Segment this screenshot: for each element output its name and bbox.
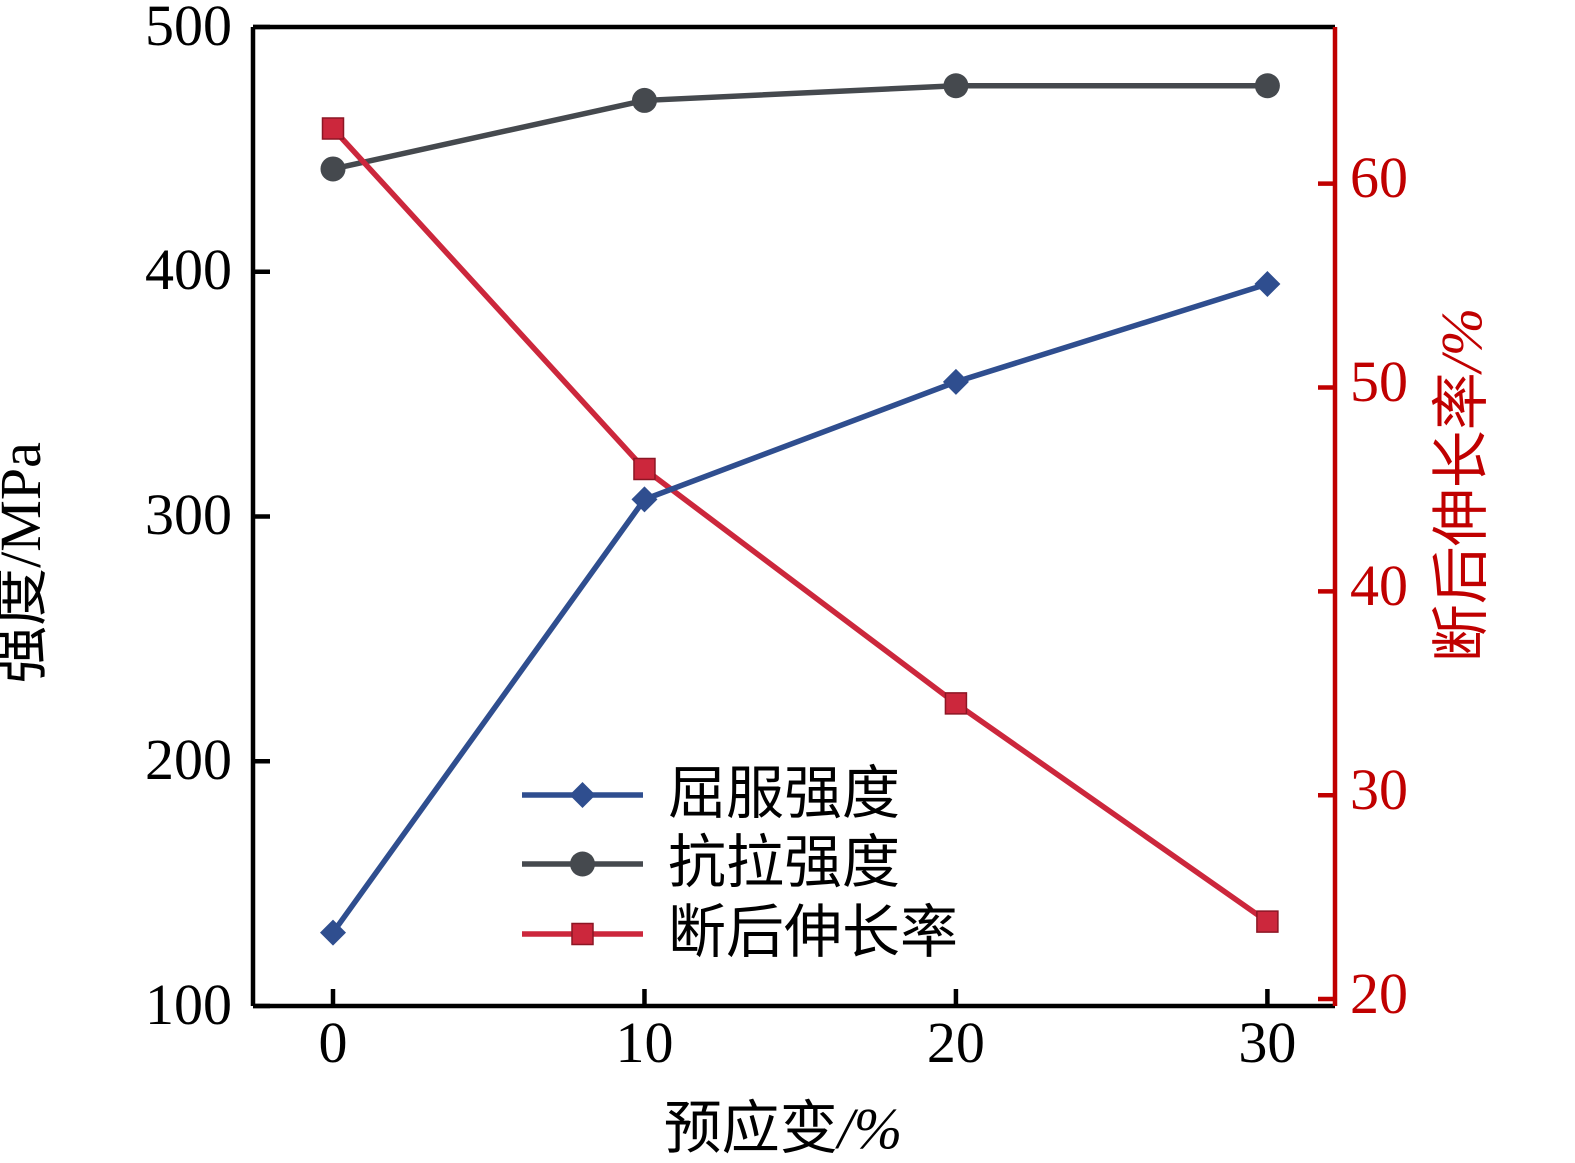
svg-text:40: 40 <box>1350 553 1408 618</box>
svg-text:20: 20 <box>927 1010 985 1075</box>
svg-text:0: 0 <box>319 1010 348 1075</box>
svg-text:预应变/%: 预应变/% <box>664 1096 902 1161</box>
svg-text:200: 200 <box>145 727 232 792</box>
svg-text:60: 60 <box>1350 145 1408 210</box>
svg-text:断后伸长率/%: 断后伸长率/% <box>1429 308 1494 662</box>
svg-text:30: 30 <box>1238 1010 1296 1075</box>
svg-text:20: 20 <box>1350 961 1408 1026</box>
svg-text:500: 500 <box>145 0 232 58</box>
svg-text:300: 300 <box>145 482 232 547</box>
svg-text:100: 100 <box>145 972 232 1037</box>
svg-text:抗拉强度: 抗拉强度 <box>668 830 900 895</box>
svg-text:50: 50 <box>1350 349 1408 414</box>
svg-text:强度/MPa: 强度/MPa <box>0 442 53 684</box>
svg-text:400: 400 <box>145 237 232 302</box>
svg-text:屈服强度: 屈服强度 <box>668 761 900 826</box>
svg-text:10: 10 <box>615 1010 673 1075</box>
svg-text:30: 30 <box>1350 757 1408 822</box>
svg-text:断后伸长率: 断后伸长率 <box>668 900 958 965</box>
